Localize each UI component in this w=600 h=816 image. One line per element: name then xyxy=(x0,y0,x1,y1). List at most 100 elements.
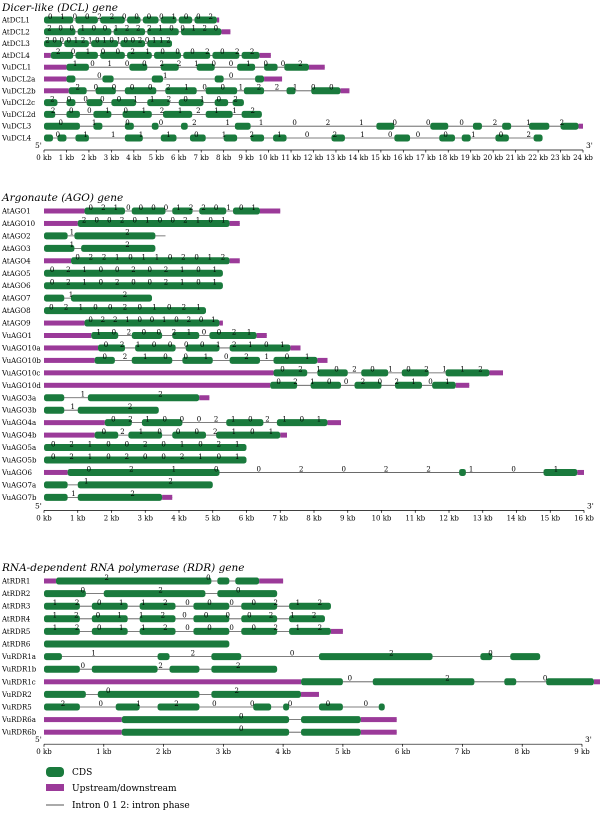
axis-tick-label: 0 kb xyxy=(36,748,52,756)
intron-phase-label: 1 xyxy=(460,366,464,374)
intron-phase-label: 2 xyxy=(128,415,132,423)
intron-phase-label: 0 xyxy=(543,675,547,683)
intron-phase-label: 1 xyxy=(81,25,85,33)
intron-phase-label: 0 xyxy=(142,60,146,68)
intron-phase-label: 2 xyxy=(180,453,184,461)
intron-phase-label: 2 xyxy=(123,291,127,299)
intron-phase-label: 1 xyxy=(136,341,140,349)
intron-phase-label: 0 xyxy=(134,13,138,21)
intron-phase-label: 1 xyxy=(166,131,170,139)
cds-exon xyxy=(178,16,193,24)
cds-exon xyxy=(194,16,217,24)
cds-exon xyxy=(196,63,215,71)
intron-phase-label: 1 xyxy=(79,303,83,311)
intron-phase-label: 1 xyxy=(139,131,143,139)
cds-exon xyxy=(44,16,74,24)
cds-exon xyxy=(91,332,119,339)
cds-exon xyxy=(445,369,490,377)
intron-phase-label: 1 xyxy=(359,119,363,127)
intron-phase-label: 2 xyxy=(50,95,54,103)
intron-phase-label: 0 xyxy=(185,599,189,607)
intron-phase-label: 2 xyxy=(250,131,254,139)
cds-exon xyxy=(243,87,265,95)
intron-phase-label: 1 xyxy=(196,303,200,311)
intron-phase-label: 2 xyxy=(160,60,164,68)
intron-phase-label: 0 xyxy=(459,119,463,127)
cds-exon xyxy=(169,665,200,673)
intron-phase-label: 1 xyxy=(115,254,119,262)
cds-exon xyxy=(44,456,247,464)
cds-exon xyxy=(44,590,86,598)
intron-phase-label: 1 xyxy=(60,13,64,21)
intron-phase-label: 0 xyxy=(58,119,62,127)
intron-phase-label: 0 xyxy=(83,95,87,103)
intron-phase-label: 1 xyxy=(70,229,74,237)
intron-phase-label: 0 xyxy=(102,428,106,436)
intron-phase-label: 1 xyxy=(208,254,212,262)
intron-phase-label: 1 xyxy=(316,366,320,374)
intron-phase-label: 0 xyxy=(276,378,280,386)
intron-phase-label: 0 xyxy=(164,204,168,212)
cds-exon xyxy=(311,87,341,95)
intron-phase-label: 0 xyxy=(111,415,115,423)
intron-phase-label: 2 xyxy=(125,453,129,461)
intron-phase-label: 0 xyxy=(106,440,110,448)
intron-phase-label: 0 xyxy=(158,216,162,224)
axis-tick-label: 9 kb xyxy=(574,748,590,756)
cds-exon xyxy=(44,703,80,711)
cds-exon xyxy=(77,28,112,36)
legend-intron-label: Intron 0 1 2: intron phase xyxy=(72,801,190,811)
intron-phase-label: 0 xyxy=(370,366,374,374)
cds-exon xyxy=(93,110,112,118)
intron-phase-label: 1 xyxy=(143,353,147,361)
cds-exon xyxy=(165,87,197,95)
intron-phase-label: 0 xyxy=(208,216,212,224)
intron-phase-label: 0 xyxy=(49,303,53,311)
intron-phase-label: 2 xyxy=(51,107,55,115)
axis-tick-label: 5 kb xyxy=(205,514,221,522)
intron-phase-label: 0 xyxy=(229,599,233,607)
intron-phase-label: 0 xyxy=(92,25,96,33)
intron-phase-label: 1 xyxy=(53,612,57,620)
intron-phase-label: 0 xyxy=(159,119,163,127)
intron-phase-label: 0 xyxy=(117,95,121,103)
intron-phase-label: 2 xyxy=(275,84,279,92)
intron-phase-label: 1 xyxy=(114,25,118,33)
intron-phase-label: 2 xyxy=(123,353,127,361)
axis-tick-label: 13 kb xyxy=(326,154,346,162)
intron-phase-label: 0 xyxy=(214,465,218,473)
intron-phase-label: 0 xyxy=(182,612,186,620)
intron-phase-label: 0 xyxy=(95,216,99,224)
cds-exon xyxy=(250,134,265,142)
cds-exon xyxy=(151,75,164,83)
utr-downstream xyxy=(259,52,271,58)
cds-exon xyxy=(502,122,512,130)
cds-exon xyxy=(44,602,80,610)
intron-phase-label: 1 xyxy=(116,36,120,44)
intron-phase-label: 0 xyxy=(103,25,107,33)
intron-phase-label: 2 xyxy=(426,465,430,473)
intron-phase-label: 0 xyxy=(132,216,136,224)
gene-label: VuAGO4b xyxy=(1,432,37,440)
axis-tick-label: 10 kb xyxy=(259,154,279,162)
intron-phase-label: 0 xyxy=(251,599,255,607)
ago-panel-title: Argonaute (AGO) gene xyxy=(1,192,123,204)
intron-phase-label: 0 xyxy=(426,119,430,127)
cds-exon xyxy=(44,481,68,489)
rdr-panel-title: RNA-dependent RNA polymerase (RDR) gene xyxy=(1,562,245,574)
axis-tick-label: 9 kb xyxy=(340,514,356,522)
intron-phase-label: 0 xyxy=(51,440,55,448)
axis-tick-label: 23 kb xyxy=(551,154,571,162)
intron-phase-label: 1 xyxy=(180,279,184,287)
cds-exon xyxy=(44,232,68,240)
cds-exon xyxy=(472,122,482,130)
cds-exon xyxy=(217,577,230,585)
gene-label: VuRDR1b xyxy=(1,666,37,674)
intron-phase-label: 0 xyxy=(196,13,200,21)
intron-phase-label: 0 xyxy=(251,624,255,632)
gene-label: AtAGO5 xyxy=(1,270,31,278)
cds-exon xyxy=(104,419,132,427)
gene-label: VuRDR1c xyxy=(1,678,36,686)
utr-downstream xyxy=(199,395,210,401)
intron-phase-label: 2 xyxy=(129,465,133,473)
